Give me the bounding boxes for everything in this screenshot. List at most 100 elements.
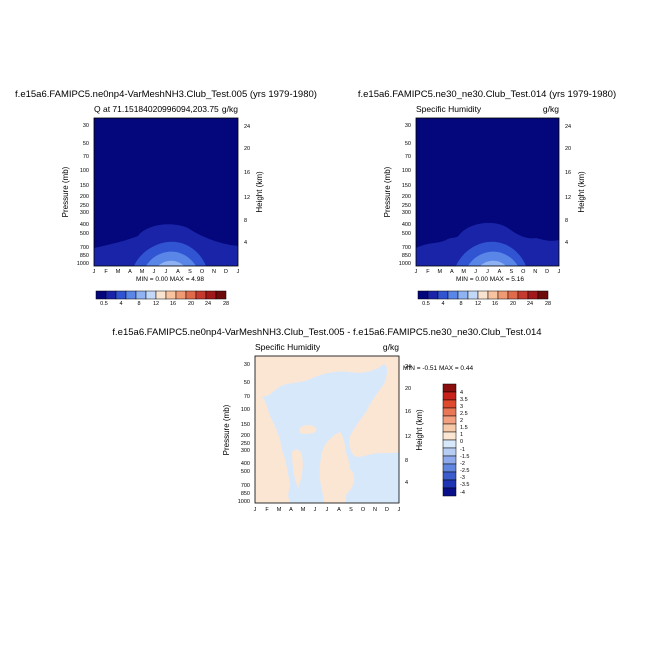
panel-2-height-tick-label: 16	[565, 170, 571, 176]
panel-3-y-tick-label: 200	[241, 433, 250, 439]
panel-2-colorbar-box	[527, 290, 539, 300]
panel-3-colorbar-label: 0	[460, 439, 463, 445]
panel-1-colorbar-label: 12	[153, 301, 159, 307]
panel-1-x-tick-label: A	[128, 269, 132, 275]
panel-2-y-tick-label: 1000	[399, 261, 411, 267]
panel-3-x-tick-label: J	[314, 507, 317, 513]
panel-1-x-tick-label: M	[116, 269, 121, 275]
panel-3-x-tick-label: F	[265, 507, 269, 513]
panel-1-colorbar-box	[175, 290, 187, 300]
panel-2-y-tick-label: 850	[402, 253, 411, 259]
panel-2-colorbar-label: 4	[441, 301, 444, 307]
panel-2-y-tick-label: 400	[402, 222, 411, 228]
panel-3-colorbar-box	[442, 391, 457, 401]
panel-3-y-axis-label: Pressure (mb)	[222, 404, 231, 455]
panel-1-x-tick-label: M	[140, 269, 145, 275]
panel-1-colorbar-box	[205, 290, 217, 300]
panel-3-x-tick-label: A	[289, 507, 293, 513]
panel-1-y-tick-label: 150	[80, 183, 89, 189]
panel-3-x-tick-label: S	[349, 507, 353, 513]
panel-3-y-tick-label: 400	[241, 461, 250, 467]
panel-2-plot-area	[416, 118, 559, 266]
panel-2-height-tick-label: 20	[565, 146, 571, 152]
panel-2-height-tick-label: 12	[565, 195, 571, 201]
panel-2-y-tick-label: 500	[402, 231, 411, 237]
panel-2-colorbar-box	[517, 290, 529, 300]
panel-3-colorbar-box	[442, 447, 457, 457]
panel-3-colorbar-label: -3	[460, 475, 465, 481]
panel-3-colorbar-label: -4	[460, 490, 465, 496]
panel-3-colorbar-label: -3.5	[460, 482, 469, 488]
panel-1-y-axis-right-label: Height (km)	[255, 171, 264, 213]
panel-2-title: f.e15a6.FAMIPC5.ne30_ne30.Club_Test.014 …	[358, 89, 616, 100]
panel-2-x-tick-label: A	[450, 269, 454, 275]
panel-1-colorbar-label: 24	[205, 301, 211, 307]
panel-2-y-tick-label: 250	[402, 203, 411, 209]
panel-2-y-tick-label: 70	[405, 154, 411, 160]
panel-3-fill-negative-main	[255, 364, 399, 503]
panel-1-fill-level-3	[146, 251, 196, 266]
panel-2-y-tick-label: 200	[402, 194, 411, 200]
panel-2-colorbar-box	[437, 290, 449, 300]
panel-2-colorbar-box	[457, 290, 469, 300]
panel-3-colorbar-box	[442, 487, 457, 497]
panel-3-colorbar: 4 3.5 3 2.5 2 1.5 1 0 -1 -1.5 -2 -2.5 -3…	[442, 383, 469, 497]
panel-2-height-tick-label: 8	[565, 218, 568, 224]
panel-3-height-tick-label: 20	[405, 386, 411, 392]
panel-1-x-axis: J F M A M J J A S O N D J	[93, 269, 240, 275]
panel-1-y-tick-label: 300	[80, 210, 89, 216]
panel-3-colorbar-box	[442, 471, 457, 481]
panel-2-colorbar-box	[467, 290, 479, 300]
panel-2-colorbar-box	[427, 290, 439, 300]
panel-3-frame	[254, 355, 400, 504]
panel-3-y-tick-label: 150	[241, 422, 250, 428]
panel-3-colorbar-box	[442, 415, 457, 425]
panel-2-x-tick-label: J	[558, 269, 561, 275]
panel-1-plot-area	[94, 118, 238, 266]
panel-2-x-tick-label: A	[498, 269, 502, 275]
panel-1-fill-level-4	[158, 260, 184, 266]
panel-1-min-max: MIN = 0.00 MAX = 4.98	[136, 276, 204, 283]
panel-1-height-tick-label: 24	[244, 124, 250, 130]
panel-1-colorbar-box	[215, 290, 227, 300]
panel-1-y-axis: 30 50 70 100 150 200 250 300 400 500 700…	[61, 123, 89, 267]
panel-3-x-tick-label: J	[398, 507, 401, 513]
panel-1-units: g/kg	[222, 104, 238, 114]
panel-3-height-tick-label: 24	[405, 364, 411, 370]
panel-2-frame	[415, 117, 560, 267]
panel-1-x-tick-label: J	[237, 269, 240, 275]
panel-3-y-axis-right: 24 20 16 12 8 4 Height (km)	[405, 364, 424, 486]
panel-2-colorbar-box	[497, 290, 509, 300]
panel-1-colorbar-label: 28	[223, 301, 229, 307]
panel-1-height-tick-label: 12	[244, 195, 250, 201]
panel-2-x-tick-label: O	[521, 269, 526, 275]
panel-3-colorbar-label: 1	[460, 432, 463, 438]
panel-1-colorbar-label: 8	[137, 301, 140, 307]
panel-1: f.e15a6.FAMIPC5.ne0np4-VarMeshNH3.Club_T…	[15, 89, 317, 307]
panel-1-colorbar-box	[125, 290, 137, 300]
panel-1-y-tick-label: 200	[80, 194, 89, 200]
panel-2-height-tick-label: 4	[565, 240, 568, 246]
panel-3-units: g/kg	[383, 342, 399, 352]
panel-3-left-string: Specific Humidity	[255, 342, 321, 352]
panel-1-title: f.e15a6.FAMIPC5.ne0np4-VarMeshNH3.Club_T…	[15, 89, 317, 100]
panel-1-x-tick-label: J	[165, 269, 168, 275]
panel-1-x-tick-label: F	[104, 269, 108, 275]
panel-3-colorbar-box	[442, 455, 457, 465]
panel-1-x-tick-label: J	[93, 269, 96, 275]
panel-3-x-tick-label: D	[385, 507, 389, 513]
panel-3-colorbar-box	[442, 383, 457, 393]
panel-1-y-axis-label: Pressure (mb)	[61, 166, 70, 217]
panel-3-x-tick-label: M	[277, 507, 282, 513]
panel-3: f.e15a6.FAMIPC5.ne0np4-VarMeshNH3.Club_T…	[112, 327, 541, 513]
panel-2-x-tick-label: D	[545, 269, 549, 275]
panel-2-y-tick-label: 700	[402, 245, 411, 251]
panel-2-colorbar-label: 0.5	[422, 301, 430, 307]
panel-3-height-tick-label: 8	[405, 458, 408, 464]
panel-1-colorbar-label: 4	[119, 301, 122, 307]
panel-1-x-tick-label: D	[224, 269, 228, 275]
panel-2-y-axis-right: 24 20 16 12 8 4 Height (km)	[565, 124, 586, 246]
panel-2-colorbar-label: 12	[475, 301, 481, 307]
panel-2-fill-level-4	[480, 260, 506, 266]
